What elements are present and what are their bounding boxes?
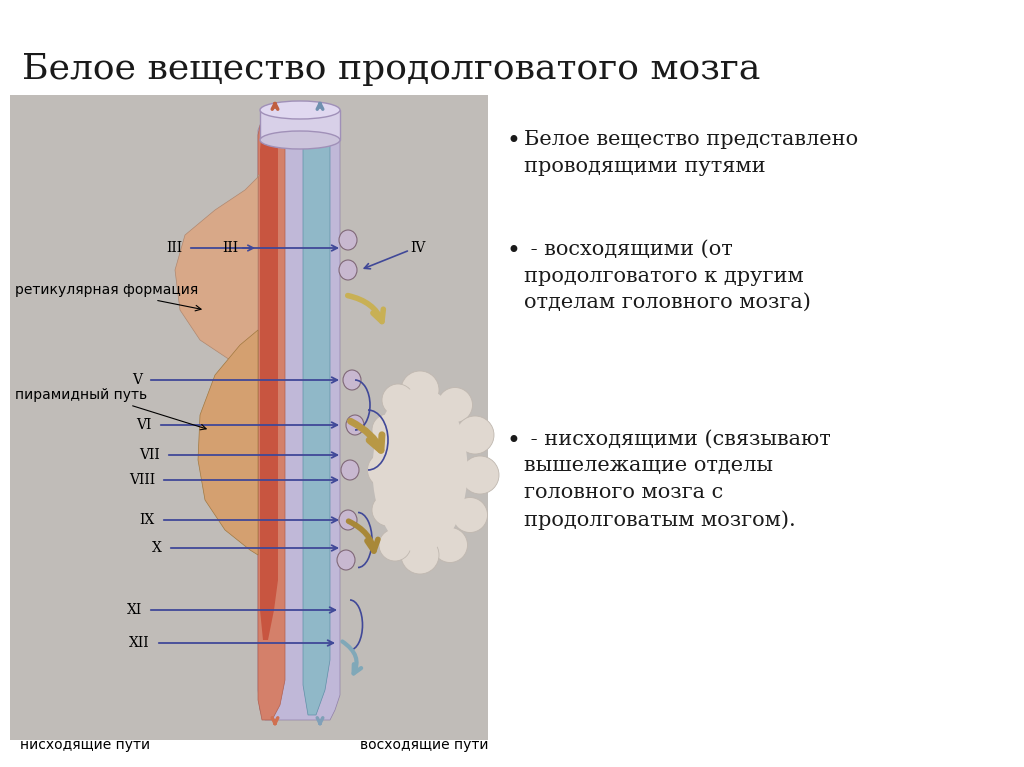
- Text: IX: IX: [139, 513, 155, 527]
- Ellipse shape: [372, 414, 404, 446]
- Text: XI: XI: [127, 603, 142, 617]
- Ellipse shape: [456, 416, 494, 454]
- Text: нисходящие пути: нисходящие пути: [19, 738, 151, 752]
- Text: Белое вещество представлено
проводящими путями: Белое вещество представлено проводящими …: [524, 130, 858, 176]
- Ellipse shape: [341, 460, 359, 480]
- Ellipse shape: [372, 494, 404, 526]
- Text: III: III: [166, 241, 182, 255]
- Text: - нисходящими (связывают
вышележащие отделы
головного мозга с
продолговатым мозг: - нисходящими (связывают вышележащие отд…: [524, 430, 830, 529]
- Ellipse shape: [346, 415, 364, 435]
- Text: •: •: [506, 430, 520, 453]
- Ellipse shape: [343, 370, 361, 390]
- Ellipse shape: [339, 230, 357, 250]
- Ellipse shape: [401, 371, 439, 409]
- Text: Белое вещество продолговатого мозга: Белое вещество продолговатого мозга: [22, 52, 761, 86]
- Text: III: III: [222, 241, 238, 255]
- Text: •: •: [506, 240, 520, 263]
- Text: V: V: [132, 373, 142, 387]
- Text: X: X: [153, 541, 162, 555]
- Text: XII: XII: [129, 636, 150, 650]
- Ellipse shape: [373, 387, 468, 552]
- Text: ретикулярная формация: ретикулярная формация: [15, 283, 199, 297]
- Text: VII: VII: [139, 448, 160, 462]
- Ellipse shape: [401, 536, 439, 574]
- Ellipse shape: [432, 528, 468, 562]
- Text: •: •: [506, 130, 520, 153]
- Text: VI: VI: [136, 418, 152, 432]
- Polygon shape: [175, 175, 260, 370]
- Text: VIII: VIII: [129, 473, 155, 487]
- Polygon shape: [198, 330, 258, 555]
- Polygon shape: [303, 108, 330, 715]
- Ellipse shape: [368, 453, 402, 488]
- Ellipse shape: [453, 498, 487, 532]
- Bar: [10, 95, 488, 740]
- Text: IV: IV: [410, 241, 425, 255]
- Text: пирамидный путь: пирамидный путь: [15, 388, 147, 402]
- Ellipse shape: [461, 456, 499, 494]
- Polygon shape: [260, 110, 278, 640]
- Ellipse shape: [382, 384, 414, 416]
- Text: восходящие пути: восходящие пути: [360, 738, 488, 752]
- Text: - восходящими (от
продолговатого к другим
отделам головного мозга): - восходящими (от продолговатого к други…: [524, 240, 811, 312]
- Ellipse shape: [437, 387, 472, 423]
- Ellipse shape: [339, 510, 357, 530]
- Ellipse shape: [379, 529, 411, 561]
- Ellipse shape: [260, 101, 340, 119]
- Bar: [260, 110, 340, 140]
- Ellipse shape: [260, 131, 340, 149]
- Polygon shape: [258, 110, 340, 720]
- Ellipse shape: [337, 550, 355, 570]
- Polygon shape: [258, 108, 285, 720]
- Ellipse shape: [339, 260, 357, 280]
